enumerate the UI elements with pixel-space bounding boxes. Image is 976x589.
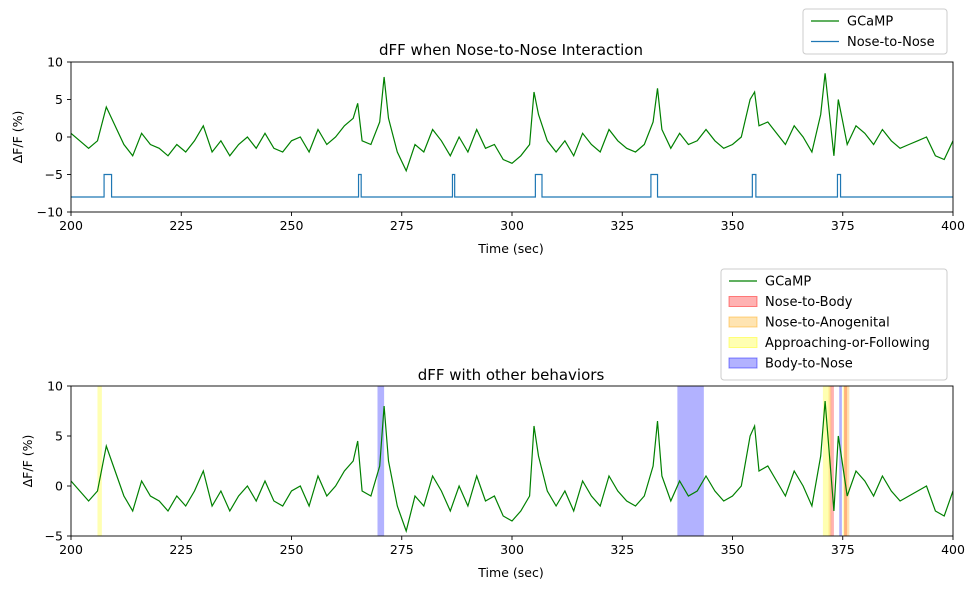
chart1-xtick-label-7: 375 <box>831 542 855 557</box>
chart1-legend: GCaMP Nose-to-Body Nose-to-Anogenital Appro… <box>720 268 948 381</box>
chart1-legend-swatch-4 <box>728 357 758 369</box>
chart1-title: dFF with other behaviors <box>418 366 605 384</box>
chart1-span-approaching-or-following-2 <box>842 386 848 536</box>
chart1-span-nose-to-body-1 <box>844 386 848 536</box>
chart1-xtick-label-4: 300 <box>500 542 524 557</box>
chart1-span-body-to-nose-0 <box>377 386 385 536</box>
chart0-xtick-label-4: 300 <box>500 218 524 233</box>
chart1-legend-swatch-2 <box>728 316 758 328</box>
chart0-ytick-label-2: 0 <box>55 130 63 145</box>
chart-other-behaviors: dFF with other behaviors Time (sec) ΔF/F… <box>20 268 965 580</box>
chart1-ytick-label-3: −5 <box>45 529 63 544</box>
chart-nose-to-nose: dFF when Nose-to-Nose Interaction Time (… <box>10 8 965 256</box>
chart1-xtick-label-1: 225 <box>169 542 193 557</box>
chart0-xtick-label-5: 325 <box>610 218 634 233</box>
chart1-span-nose-to-body-0 <box>830 386 834 536</box>
chart1-legend-label-0: GCaMP <box>765 275 811 290</box>
chart0-legend: GCaMP Nose-to-Nose <box>802 8 948 55</box>
chart0-legend-label-0: GCaMP <box>847 15 893 30</box>
chart1-xtick-label-0: 200 <box>59 542 83 557</box>
chart1-legend-label-2: Nose-to-Anogenital <box>765 316 890 331</box>
chart0-title: dFF when Nose-to-Nose Interaction <box>379 41 643 59</box>
chart1-ytick-label-1: 5 <box>55 429 63 444</box>
chart0-ytick-label-1: 5 <box>55 92 63 107</box>
chart1-legend-label-1: Nose-to-Body <box>765 295 853 310</box>
chart0-xlabel: Time (sec) <box>477 241 543 256</box>
chart0-xtick-label-2: 250 <box>280 218 304 233</box>
chart1-series-gcamp <box>71 400 953 534</box>
chart1-xtick-label-3: 275 <box>390 542 414 557</box>
chart0-ytick-label-0: 10 <box>47 55 63 70</box>
chart0-series-gcamp <box>71 73 953 173</box>
chart0-xtick-label-7: 375 <box>831 218 855 233</box>
chart1-legend-frame <box>720 268 948 381</box>
chart1-legend-swatch-3 <box>728 337 758 348</box>
chart1-legend-label-3: Approaching-or-Following <box>765 336 930 351</box>
chart1-span-body-to-nose-1 <box>677 386 704 536</box>
chart1-span-approaching-or-following-1 <box>822 386 830 536</box>
chart1-xtick-label-2: 250 <box>280 542 304 557</box>
chart1-legend-label-4: Body-to-Nose <box>765 357 853 372</box>
chart1-xtick-label-5: 325 <box>610 542 634 557</box>
chart1-xtick-label-8: 400 <box>941 542 965 557</box>
chart0-axes-frame <box>70 61 954 213</box>
chart0-xtick-label-0: 200 <box>59 218 83 233</box>
chart0-xtick-label-8: 400 <box>941 218 965 233</box>
chart1-ytick-label-2: 0 <box>55 479 63 494</box>
chart0-ylabel: ΔF/F (%) <box>10 111 25 164</box>
chart0-xtick-label-3: 275 <box>390 218 414 233</box>
chart1-ylabel: ΔF/F (%) <box>20 435 35 488</box>
chart0-ytick-label-4: −10 <box>37 205 63 220</box>
chart0-xtick-label-1: 225 <box>169 218 193 233</box>
chart0-series-nose-to-nose <box>71 173 953 198</box>
chart1-span-nose-to-anogenital-1 <box>847 386 850 536</box>
chart0-ytick-label-3: −5 <box>45 167 63 182</box>
chart1-plot-area <box>71 386 953 536</box>
chart1-span-approaching-or-following-0 <box>97 386 102 536</box>
chart1-xlabel: Time (sec) <box>477 565 543 580</box>
chart0-legend-label-1: Nose-to-Nose <box>847 35 935 50</box>
chart1-span-body-to-nose-2 <box>839 386 842 536</box>
chart1-axes-frame <box>70 385 954 537</box>
chart0-plot-area <box>71 73 953 198</box>
chart1-ytick-label-0: 10 <box>47 379 63 394</box>
chart1-xtick-label-6: 350 <box>721 542 745 557</box>
chart1-legend-swatch-1 <box>728 296 758 307</box>
chart0-legend-frame <box>802 8 948 55</box>
chart0-xtick-label-6: 350 <box>721 218 745 233</box>
